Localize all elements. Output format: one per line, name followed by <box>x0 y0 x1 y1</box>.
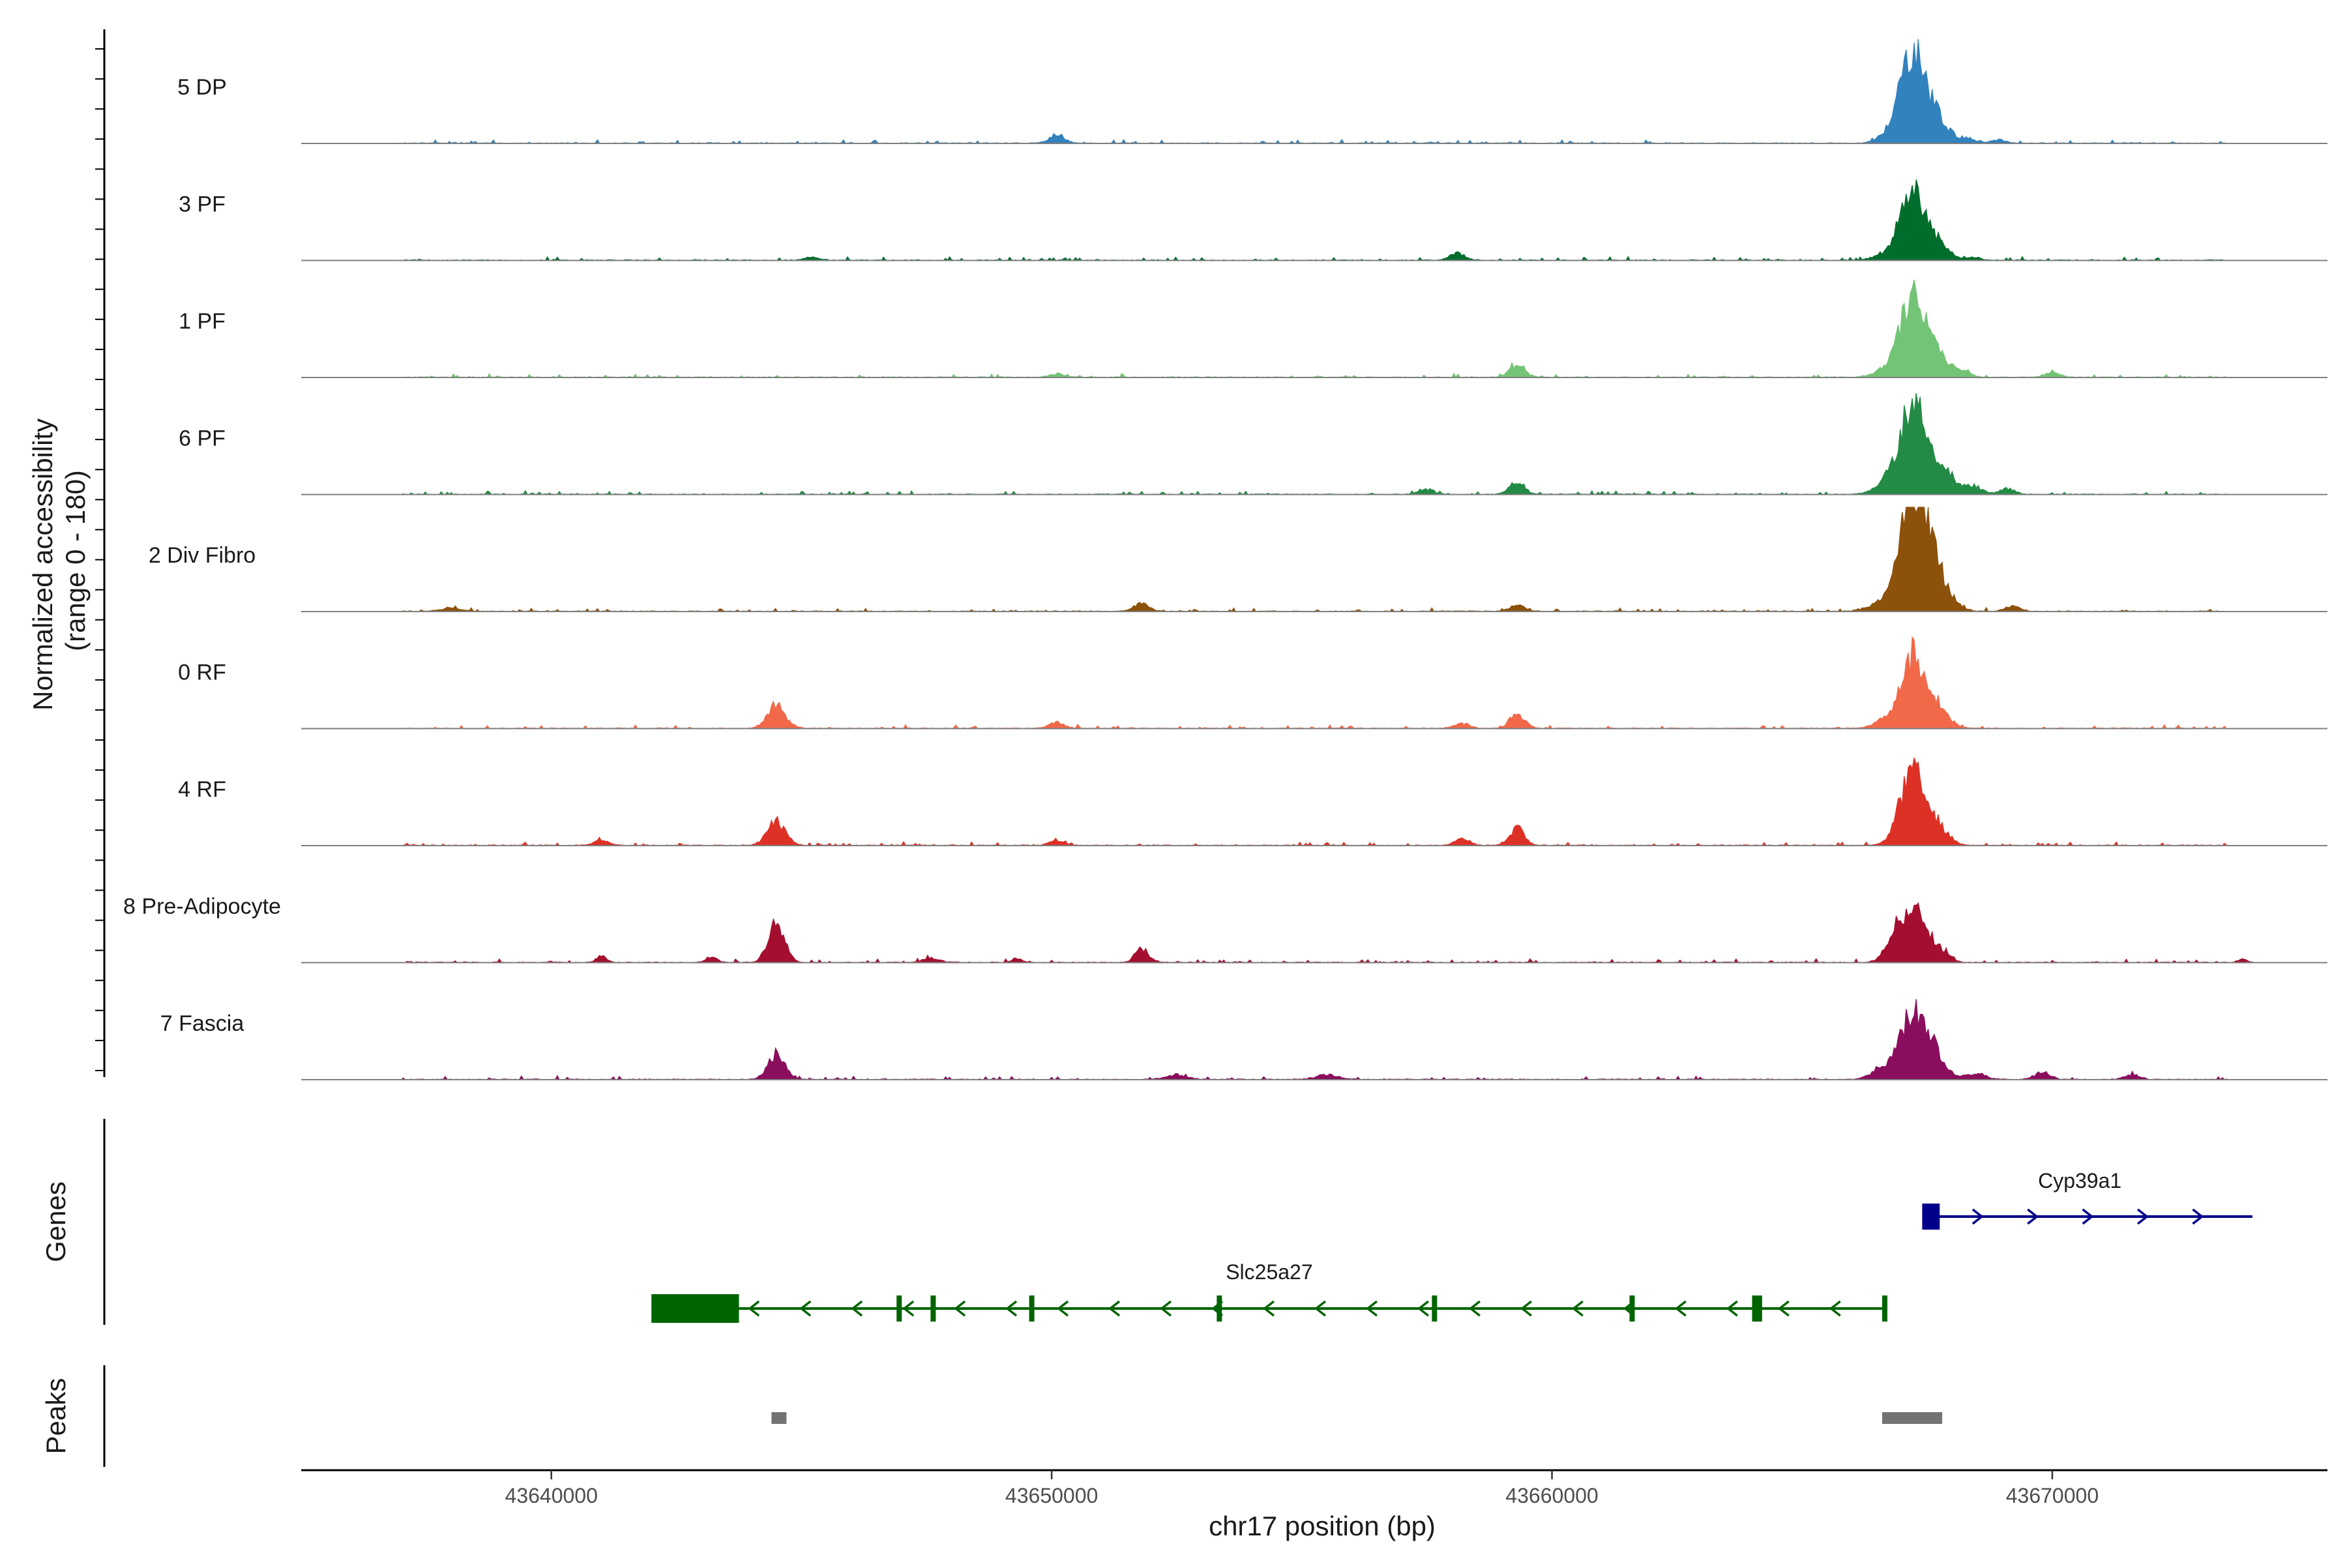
strand-arrow <box>799 1300 812 1317</box>
strand-arrow <box>1057 1300 1069 1317</box>
coverage-area <box>311 636 2318 730</box>
track-label: 3 PF <box>179 192 226 217</box>
track-5-dp: 5 DP <box>177 38 2327 144</box>
gene-exon <box>1882 1295 1888 1322</box>
track-label: 0 RF <box>178 660 226 685</box>
gene-exon <box>896 1295 902 1322</box>
gene-exon <box>1629 1295 1635 1322</box>
gene-exon <box>1922 1204 1940 1230</box>
strand-arrow <box>2192 1208 2204 1225</box>
coverage-area <box>311 507 2318 612</box>
strand-arrow <box>2027 1208 2039 1225</box>
gene-exon <box>1029 1295 1035 1322</box>
track-label: 4 RF <box>178 777 226 802</box>
track-3-pf: 3 PF <box>179 179 2327 261</box>
gene-cyp39a1: Cyp39a1 <box>1922 1169 2252 1230</box>
strand-arrow <box>1366 1300 1378 1317</box>
strand-arrow <box>748 1300 760 1317</box>
coverage-area <box>311 757 2318 846</box>
strand-arrow <box>1469 1300 1481 1317</box>
track-8-pre-adipocyte: 8 Pre-Adipocyte <box>123 895 2327 964</box>
x-tick-label: 43640000 <box>505 1484 598 1507</box>
gene-label: Slc25a27 <box>1226 1260 1312 1284</box>
coverage-tracks: 5 DP 3 PF 1 PF 6 PF 2 Div Fibro 0 RF 4 RF 8 Pre… <box>123 38 2327 1080</box>
gene-exon <box>651 1294 739 1323</box>
coverage-area <box>311 279 2318 378</box>
x-axis-title: chr17 position (bp) <box>1209 1511 1436 1541</box>
strand-arrow <box>954 1300 966 1317</box>
gene-exon <box>1217 1295 1222 1322</box>
accessibility-y-axis <box>95 29 106 1077</box>
track-label: 1 PF <box>179 309 226 334</box>
strand-arrow <box>902 1300 915 1317</box>
strand-arrow <box>1005 1300 1018 1317</box>
x-tick-label: 43670000 <box>2006 1484 2099 1507</box>
strand-arrow <box>1108 1300 1121 1317</box>
track-4-rf: 4 RF <box>178 757 2327 846</box>
gene-exon <box>1432 1295 1438 1322</box>
strand-arrow <box>1263 1300 1275 1317</box>
track-2-div-fibro: 2 Div Fibro <box>149 507 2327 612</box>
coverage-area <box>311 38 2318 144</box>
strand-arrow <box>1971 1208 1984 1225</box>
strand-arrow <box>1160 1300 1172 1317</box>
track-0-rf: 0 RF <box>178 636 2327 730</box>
strand-arrow <box>2082 1208 2094 1225</box>
track-label: 8 Pre-Adipocyte <box>123 895 281 919</box>
gene-exon <box>1752 1295 1762 1322</box>
track-6-pf: 6 PF <box>179 392 2327 496</box>
strand-arrow <box>1829 1300 1841 1317</box>
genes-panel: Genes Slc25a27 Cyp39a1 <box>40 1119 2252 1325</box>
coverage-area <box>311 902 2318 964</box>
y-axis-title: Normalized accessibility (range 0 - 180) <box>27 411 91 711</box>
strand-arrow <box>1520 1300 1532 1317</box>
strand-arrow <box>1674 1300 1687 1317</box>
strand-arrow <box>1314 1300 1326 1317</box>
track-label: 5 DP <box>177 75 227 100</box>
track-label: 2 Div Fibro <box>149 543 256 568</box>
x-tick-label: 43650000 <box>1005 1484 1098 1507</box>
track-label: 6 PF <box>179 426 226 451</box>
peak-region <box>1882 1412 1943 1424</box>
coverage-area <box>311 179 2318 261</box>
x-tick-label: 43660000 <box>1505 1484 1598 1507</box>
strand-arrow <box>2136 1208 2149 1225</box>
strand-arrow <box>1417 1300 1429 1317</box>
peak-region <box>771 1412 787 1424</box>
gene-slc25a27: Slc25a27 <box>651 1260 1888 1323</box>
strand-arrow <box>1726 1300 1738 1317</box>
peaks-panel-label: Peaks <box>40 1378 71 1455</box>
coverage-area <box>311 392 2318 496</box>
peaks-panel: Peaks <box>40 1365 1943 1467</box>
track-label: 7 Fascia <box>160 1011 244 1036</box>
track-7-fascia: 7 Fascia <box>160 999 2327 1080</box>
track-1-pf: 1 PF <box>179 279 2327 378</box>
coverage-area <box>311 999 2318 1080</box>
strand-arrow <box>851 1300 863 1317</box>
gene-exon <box>930 1295 936 1322</box>
genes-panel-label: Genes <box>40 1181 71 1262</box>
strand-arrow <box>1571 1300 1584 1317</box>
strand-arrow <box>1777 1300 1790 1317</box>
gene-label: Cyp39a1 <box>2038 1169 2121 1192</box>
position-x-axis: 43640000 43650000 43660000 43670000 <box>301 1469 2327 1507</box>
